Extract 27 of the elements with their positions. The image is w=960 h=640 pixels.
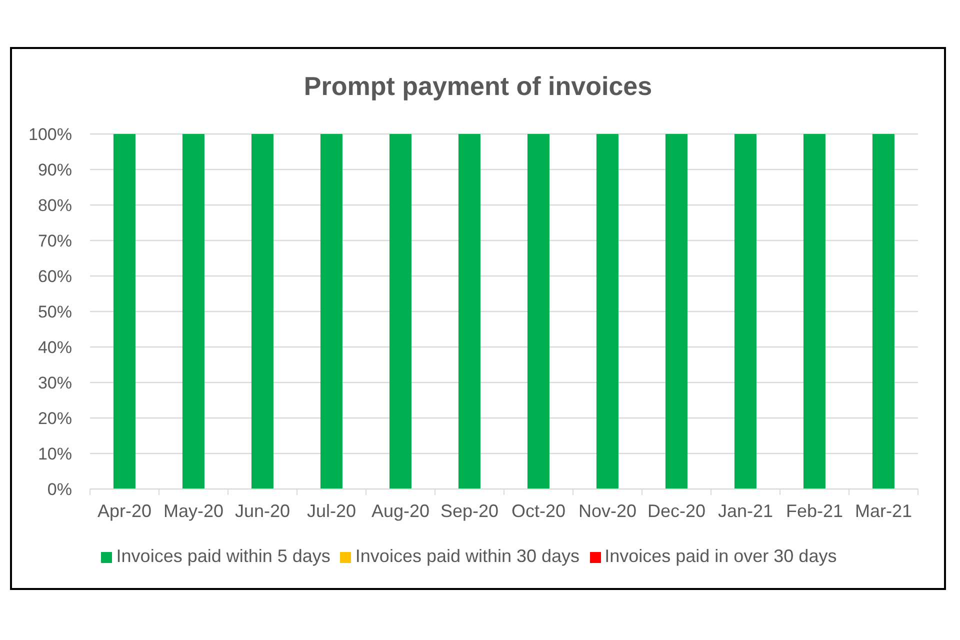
x-tick-label: Oct-20 <box>511 501 566 521</box>
x-tick-label: Nov-20 <box>578 501 637 521</box>
x-tick-label: May-20 <box>163 501 224 521</box>
x-tick-label: Feb-21 <box>786 501 844 521</box>
x-tick-label: Aug-20 <box>371 501 430 521</box>
y-tick-label: 90% <box>38 160 72 180</box>
y-tick-label: 20% <box>38 409 72 428</box>
y-tick-label: 0% <box>47 480 72 500</box>
y-tick-label: 10% <box>38 444 72 464</box>
legend-label: Invoices paid in over 30 days <box>604 546 837 566</box>
y-tick-label: 60% <box>38 267 72 286</box>
legend-label: Invoices paid within 30 days <box>355 546 580 566</box>
y-tick-label: 40% <box>38 338 72 358</box>
y-tick-label: 70% <box>38 232 72 251</box>
chart-title: Prompt payment of invoices <box>302 71 654 102</box>
y-tick-label: 30% <box>38 374 72 393</box>
x-tick-label: Dec-20 <box>647 501 706 521</box>
y-tick-label: 100% <box>28 125 72 144</box>
x-tick-label: Mar-21 <box>854 501 912 521</box>
x-tick-label: Sep-20 <box>440 501 499 521</box>
x-tick-label: Jun-20 <box>234 501 290 521</box>
legend-label: Invoices paid within 5 days <box>116 546 330 566</box>
y-tick-label: 50% <box>38 302 72 322</box>
x-tick-label: Jul-20 <box>306 501 356 521</box>
x-tick-label: Jan-21 <box>718 501 774 521</box>
x-tick-label: Apr-20 <box>97 501 152 521</box>
y-tick-label: 80% <box>38 196 72 216</box>
